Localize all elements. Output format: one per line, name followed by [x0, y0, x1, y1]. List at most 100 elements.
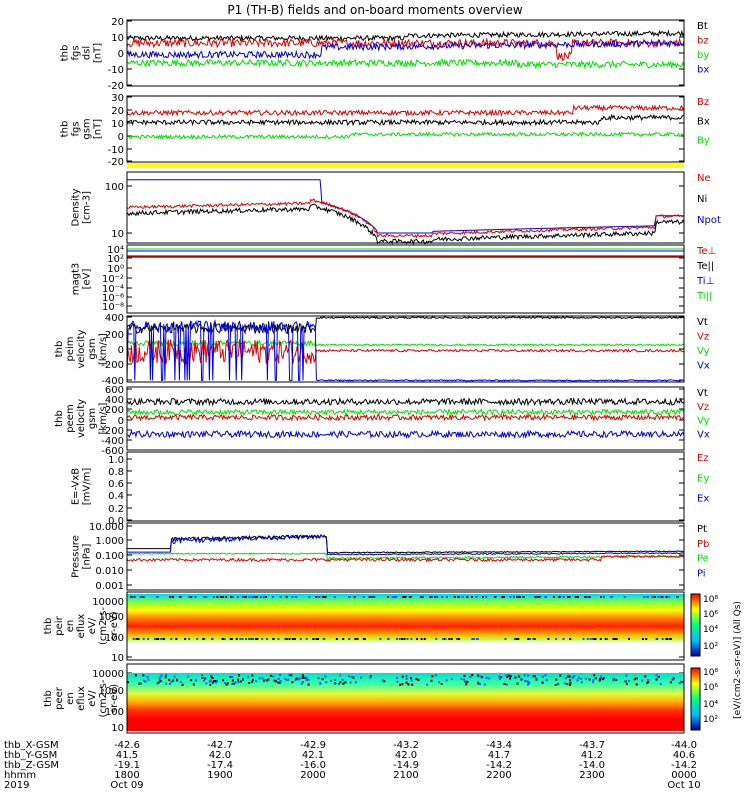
spectrogram-speckle — [214, 679, 217, 682]
spectrogram-speckle — [356, 638, 359, 640]
ytick-peem_velocity: -400 — [101, 436, 124, 447]
spectrogram-speckle — [291, 681, 294, 684]
spectrogram-speckle — [234, 681, 237, 684]
spectrogram-speckle — [671, 678, 674, 681]
spectrogram-speckle — [527, 683, 530, 686]
spectrogram-speckle — [160, 638, 163, 640]
ytick-peir_spec: 1000 — [99, 612, 124, 623]
spectrogram-speckle — [665, 596, 668, 598]
spectrogram-speckle — [562, 596, 565, 598]
legend-fgs_gsm-1: Bx — [697, 116, 710, 127]
spectrogram-speckle — [170, 638, 173, 640]
spectrogram-speckle — [450, 678, 453, 681]
spectrogram-speckle — [178, 596, 181, 598]
spectrogram-speckle — [277, 681, 280, 684]
spectrogram-speckle — [405, 675, 408, 678]
trace-By — [126, 131, 685, 140]
ytick-peir_spec: 100 — [105, 633, 124, 644]
spectrogram-speckle — [225, 596, 228, 598]
spectrogram-speckle — [211, 676, 214, 679]
spectrogram-speckle — [477, 674, 480, 677]
spectrogram-speckle — [241, 638, 244, 640]
trace-vx-e — [127, 429, 685, 440]
spectrogram-speckle — [420, 596, 423, 598]
spectrogram-speckle — [501, 596, 504, 598]
time-row-value: 1900 — [207, 770, 232, 781]
panel-peem_velocity — [126, 386, 685, 451]
time-row-value: -16.0 — [300, 760, 326, 771]
spectrogram-speckle — [554, 683, 557, 686]
spectrogram-speckle — [308, 596, 311, 598]
spectrogram-speckle — [481, 676, 484, 679]
spectrogram-speckle — [213, 680, 216, 683]
time-row-value: 0000 — [671, 770, 696, 781]
spectrogram-speckle — [442, 638, 445, 640]
spectrogram-speckle — [134, 674, 137, 677]
spectrogram-speckle — [321, 678, 324, 681]
spectrogram-speckle — [170, 680, 173, 683]
spectrogram-speckle — [186, 675, 189, 678]
spectrogram-speckle — [522, 596, 525, 598]
ytick-fgs_gsm: -10 — [108, 145, 124, 156]
ytick-efield: 1.0 — [108, 455, 124, 466]
spectrogram-speckle — [137, 638, 140, 640]
spectrogram-speckle — [205, 596, 208, 598]
spectrogram-speckle — [284, 678, 287, 681]
spectrogram-speckle — [569, 682, 572, 685]
spectrogram-speckle — [429, 596, 432, 598]
time-row-value: -42.6 — [114, 740, 140, 751]
ylabel-efield-1: [mV/m] — [82, 468, 93, 506]
spectrogram-speckle — [600, 596, 603, 598]
spectrogram-speckle — [157, 681, 160, 684]
spectrogram-speckle — [538, 596, 541, 598]
spectrogram-speckle — [479, 675, 482, 678]
time-row-value: -42.9 — [300, 740, 326, 751]
trace-ni — [126, 203, 685, 246]
spectrogram-speckle — [569, 638, 572, 640]
spectrogram-speckle — [457, 638, 460, 640]
spectrogram-speckle — [201, 676, 204, 679]
ytick-fgs_dsl: -20 — [108, 81, 124, 92]
spectrogram-speckle — [251, 680, 254, 683]
spectrogram-speckle — [423, 638, 426, 640]
spectrogram-speckle — [287, 678, 290, 681]
spectrogram-speckle — [460, 677, 463, 680]
spectrogram-speckle — [362, 596, 365, 598]
spectrogram-speckle — [408, 596, 411, 598]
spectrogram-speckle — [184, 638, 187, 640]
spectrogram-speckle — [509, 596, 512, 598]
spectrogram-speckle — [485, 676, 488, 679]
spectrogram-speckle — [477, 682, 480, 685]
spectrogram-speckle — [156, 682, 159, 685]
spectrogram-speckle — [598, 679, 601, 682]
spectrogram-speckle — [577, 676, 580, 679]
spectrogram-speckle — [173, 675, 176, 678]
spectrogram-speckle — [164, 676, 167, 679]
spectrogram-speckle — [143, 679, 146, 682]
spectrogram-speckle — [277, 638, 280, 640]
spectrogram-speckle — [211, 638, 214, 640]
spectrogram-speckle — [666, 638, 669, 640]
spectrogram-speckle — [681, 681, 684, 684]
legend-temperature-2: Ti⊥ — [696, 276, 714, 287]
spectrogram-speckle — [532, 675, 535, 678]
ytick-temperature: 10⁴ — [107, 245, 124, 256]
spectrogram-speckle — [647, 681, 650, 684]
spectrogram-speckle — [664, 638, 667, 640]
ylabel-peim_velocity-2: velocity — [76, 329, 87, 368]
spectrogram-speckle — [249, 638, 252, 640]
panel-frame-efield — [126, 451, 685, 522]
spectrogram-speckle — [399, 683, 402, 686]
spectrogram-speckle — [518, 675, 521, 678]
spectrogram-speckle — [502, 596, 505, 598]
ylabel-fgs_gsm-0: thb — [60, 121, 71, 138]
spectrogram-speckle — [661, 638, 664, 640]
colorbar-tick: 10⁶ — [703, 683, 718, 693]
spectrogram-speckle — [348, 675, 351, 678]
spectrogram-speckle — [222, 638, 225, 640]
spectrogram-speckle — [676, 596, 679, 598]
time-row-value: 41.2 — [581, 750, 603, 761]
ytick-temperature: 10⁰ — [107, 264, 124, 275]
spectrogram-speckle — [526, 680, 529, 683]
spectrogram-speckle — [132, 596, 135, 598]
